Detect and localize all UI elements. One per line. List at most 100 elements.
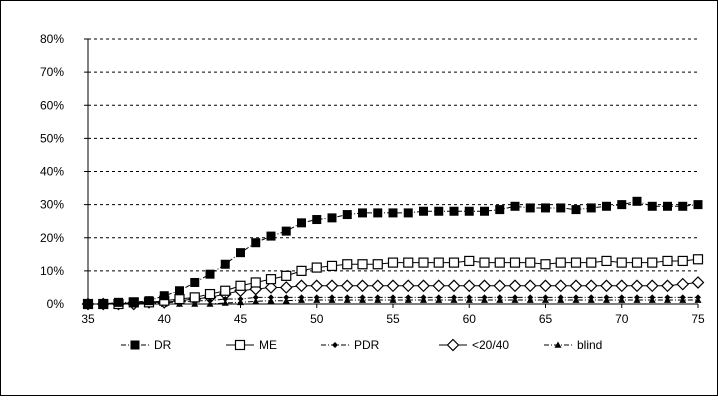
data-point [481, 294, 488, 301]
data-point [220, 285, 231, 296]
data-point [356, 279, 369, 293]
y-tick-label: 80% [40, 32, 64, 46]
data-point [266, 231, 276, 241]
data-point [542, 294, 549, 301]
data-point [390, 294, 396, 301]
x-tick-label: 55 [386, 312, 400, 326]
data-point [693, 200, 703, 210]
data-point [403, 208, 413, 218]
x-tick-label: 70 [615, 312, 629, 326]
legend-label: blind [577, 338, 602, 352]
data-point [264, 281, 278, 294]
data-point [541, 203, 550, 213]
data-point [663, 201, 672, 211]
data-point [175, 286, 184, 296]
axis-layer: 0% 10% 20% 30% 40% 50% 60% 70% 80% 35 40 45 50 55 60 65… [40, 32, 705, 326]
data-point [466, 294, 473, 301]
series-layer [81, 196, 705, 311]
data-point [189, 292, 200, 303]
x-tick-label: 40 [158, 312, 172, 326]
legend-item: <20/40 [439, 338, 509, 352]
data-point [159, 291, 169, 301]
data-point [615, 279, 629, 293]
data-point [327, 213, 337, 223]
data-point [403, 257, 414, 268]
data-point [281, 226, 291, 236]
y-tick-label: 40% [40, 165, 64, 179]
data-point [342, 259, 353, 270]
data-point [204, 288, 216, 300]
data-point [678, 201, 688, 211]
data-point [464, 255, 475, 267]
data-point [555, 257, 566, 268]
data-point [326, 260, 338, 272]
data-point [557, 294, 564, 301]
data-point [692, 254, 704, 265]
data-point [603, 294, 610, 301]
y-tick-label: 30% [40, 198, 64, 212]
data-point [432, 279, 446, 293]
legend-item: PDR [321, 338, 380, 352]
y-tick-label: 0% [47, 297, 65, 311]
data-point [83, 299, 93, 309]
legend-item: DR [121, 338, 172, 352]
data-point [618, 294, 625, 301]
data-point [586, 203, 596, 213]
data-point [588, 294, 595, 301]
data-point [645, 279, 659, 293]
data-point [554, 279, 568, 293]
data-point [419, 206, 428, 216]
data-point [222, 296, 229, 303]
legend-marker [332, 342, 338, 348]
data-point [387, 257, 399, 268]
data-point [207, 297, 213, 304]
data-point [114, 297, 123, 307]
data-point [496, 294, 503, 301]
legend-marker [130, 340, 140, 350]
data-point [190, 277, 200, 287]
data-point [632, 196, 642, 206]
data-point [98, 299, 108, 309]
data-point [417, 279, 430, 293]
legend-label: PDR [354, 338, 380, 352]
data-point [340, 279, 354, 293]
data-point [584, 279, 598, 293]
y-tick-label: 20% [40, 231, 64, 245]
data-point [325, 279, 339, 293]
data-point [691, 276, 705, 289]
data-point [265, 274, 277, 285]
y-tick-label: 50% [40, 131, 64, 145]
data-point [661, 279, 674, 293]
data-point [405, 294, 412, 301]
data-point [220, 259, 230, 269]
data-point [695, 294, 701, 301]
data-point [312, 215, 322, 225]
legend-label: ME [259, 338, 277, 352]
x-tick-label: 60 [463, 312, 477, 326]
data-point [525, 203, 535, 213]
y-tick-label: 60% [40, 98, 64, 112]
data-point [480, 206, 489, 216]
grid-layer [88, 38, 698, 272]
data-point [144, 296, 154, 306]
data-point [434, 206, 444, 216]
data-point [525, 257, 536, 268]
data-point [601, 255, 612, 267]
series-me [82, 254, 704, 310]
data-point [310, 279, 324, 293]
data-point [250, 277, 261, 288]
legend-marker [234, 339, 246, 351]
legend-layer: DR ME PDR <20/40 blind [121, 338, 602, 352]
data-point [630, 279, 644, 293]
data-point [281, 270, 292, 281]
data-point [357, 259, 368, 270]
data-point [676, 277, 690, 291]
data-point [205, 269, 215, 279]
data-point [311, 262, 322, 273]
data-point [664, 294, 671, 301]
data-point [479, 257, 490, 268]
data-point [449, 206, 459, 216]
data-point [677, 255, 688, 267]
data-point [616, 257, 627, 268]
